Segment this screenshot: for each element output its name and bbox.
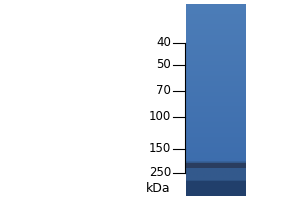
Text: 250: 250 xyxy=(149,166,171,180)
Text: 100: 100 xyxy=(149,110,171,123)
Text: 150: 150 xyxy=(149,142,171,156)
Text: 70: 70 xyxy=(156,84,171,97)
Bar xyxy=(186,162,246,168)
Text: 50: 50 xyxy=(156,58,171,72)
Text: 40: 40 xyxy=(156,36,171,49)
Text: kDa: kDa xyxy=(146,182,171,196)
